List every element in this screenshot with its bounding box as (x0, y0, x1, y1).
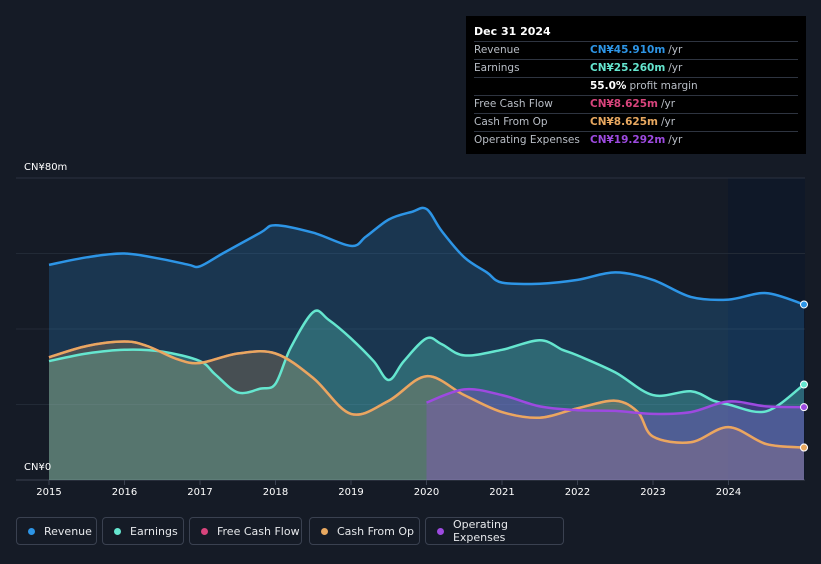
tooltip-value: CN¥19.292m (590, 134, 666, 146)
x-tick-label: 2019 (338, 487, 363, 498)
legend-dot-icon (114, 527, 121, 535)
operating-expenses-line (426, 387, 805, 416)
tooltip-unit: /yr (660, 116, 676, 128)
earnings-area (49, 310, 804, 480)
tooltip: Dec 31 2024 Revenue CN¥45.910m/yr Earnings… (466, 16, 806, 154)
legend-dot-icon (437, 527, 444, 535)
earnings-end-point (800, 380, 808, 389)
legend-dot-icon (321, 527, 328, 535)
tooltip-label: Operating Expenses (474, 134, 580, 146)
tooltip-value: 55.0% (590, 80, 627, 92)
tooltip-row: Earnings CN¥25.260m/yr (474, 60, 798, 78)
revenue-line (48, 206, 805, 306)
x-tick-label: 2023 (640, 487, 665, 498)
tooltip-unit: /yr (668, 134, 683, 146)
legend-label: Operating Expenses (452, 518, 508, 544)
legend-dot-icon (28, 527, 35, 535)
tooltip-date: Dec 31 2024 (474, 23, 798, 42)
tooltip-label: Cash From Op (474, 116, 548, 128)
earnings-line (48, 309, 805, 414)
legend-item-cash-from-op[interactable]: Cash From Op (309, 517, 420, 545)
legend-label: Revenue (44, 524, 92, 538)
y-tick-label-top: CN¥80m (24, 162, 67, 173)
cash-from-op-end-point (800, 443, 808, 452)
legend-item-free-cash-flow[interactable]: Free Cash Flow (189, 517, 302, 545)
operating-expenses-area (426, 389, 804, 480)
tooltip-value: CN¥25.260m (590, 62, 666, 74)
operating-expenses-end-point (800, 403, 808, 412)
x-tick-label: 2020 (414, 487, 439, 498)
tooltip-label: Free Cash Flow (474, 98, 553, 110)
tooltip-unit: /yr (668, 44, 683, 56)
legend-item-revenue[interactable]: Revenue (16, 517, 97, 545)
tooltip-unit: /yr (660, 98, 676, 110)
tooltip-unit: /yr (668, 62, 683, 74)
tooltip-unit: profit margin (629, 80, 698, 92)
x-tick-label: 2015 (36, 487, 61, 498)
tooltip-row: 55.0% profit margin (474, 78, 798, 96)
tooltip-value: CN¥8.625m (590, 98, 658, 110)
revenue-end-point (800, 300, 808, 309)
tooltip-row: Operating Expenses CN¥19.292m/yr (474, 132, 798, 149)
legend-label: Cash From Op (337, 524, 415, 538)
cash-from-op-area (49, 341, 804, 480)
legend-item-earnings[interactable]: Earnings (102, 517, 184, 545)
y-tick-label-bottom: CN¥0 (24, 462, 51, 473)
tooltip-row: Cash From Op CN¥8.625m/yr (474, 114, 798, 132)
legend-label: Free Cash Flow (217, 524, 300, 538)
x-tick-label: 2018 (263, 487, 288, 498)
tooltip-label: Revenue (474, 44, 520, 56)
tooltip-row: Free Cash Flow CN¥8.625m/yr (474, 96, 798, 114)
legend-label: Earnings (130, 524, 178, 538)
x-tick-label: 2022 (565, 487, 590, 498)
tooltip-label: Earnings (474, 62, 520, 74)
tooltip-value: CN¥45.910m (590, 44, 666, 56)
tooltip-value: CN¥8.625m (590, 116, 658, 128)
x-tick-label: 2021 (489, 487, 514, 498)
legend-dot-icon (201, 527, 208, 535)
legend-item-operating-expenses[interactable]: Operating Expenses (425, 517, 564, 545)
cash-from-op-line (48, 340, 805, 449)
tooltip-row: Revenue CN¥45.910m/yr (474, 42, 798, 60)
x-tick-label: 2016 (112, 487, 137, 498)
x-tick-label: 2017 (187, 487, 212, 498)
x-tick-label: 2024 (716, 487, 741, 498)
tooltip-label (474, 78, 590, 95)
